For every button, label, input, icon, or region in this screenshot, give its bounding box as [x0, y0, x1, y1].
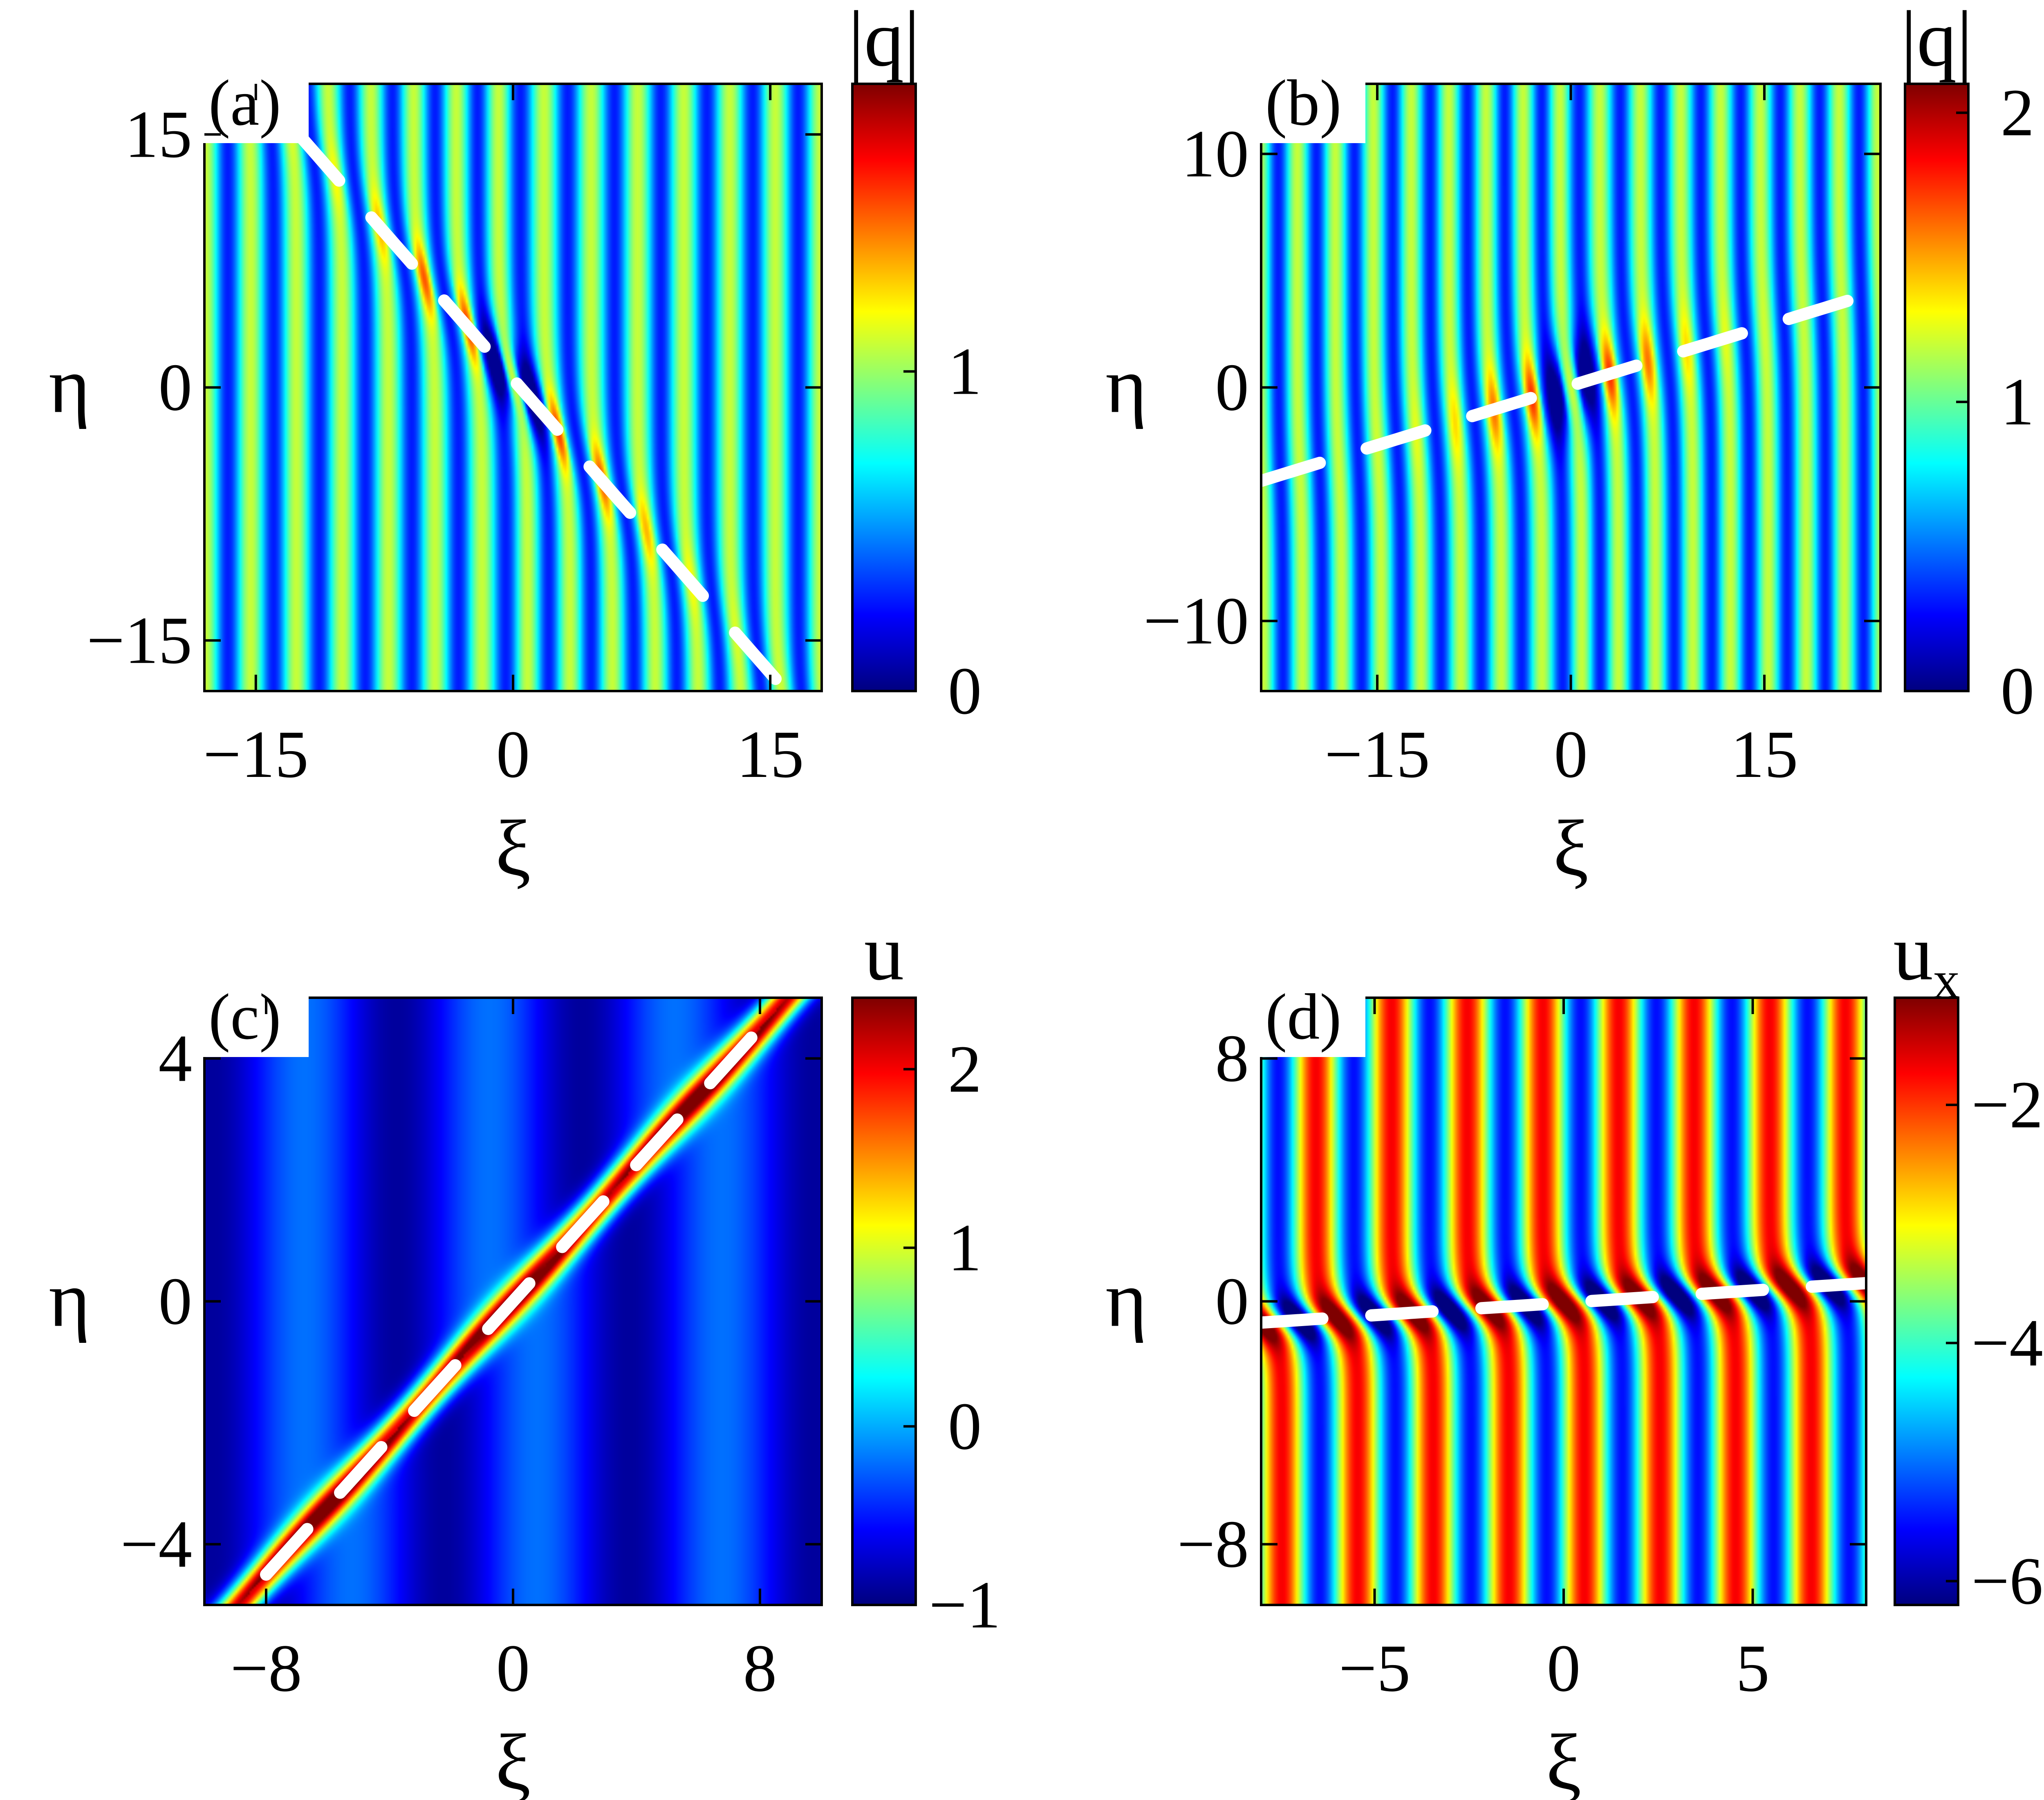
colorbar-tick-label: 2 — [2001, 75, 2035, 150]
colorbar: −1 0 1 2u — [851, 909, 1001, 1642]
colorbar-title: ux — [1893, 909, 1960, 1010]
panel-label-box — [1259, 67, 1365, 143]
heatmap-field — [1261, 998, 1866, 1605]
y-axis-label: η — [1105, 1255, 1147, 1344]
colorbar-tick-label: 2 — [948, 1032, 982, 1106]
panel-label-box — [1259, 981, 1365, 1057]
y-tick-label: 0 — [1215, 350, 1249, 425]
colorbar-title: |q| — [848, 0, 920, 83]
colorbar-gradient — [1904, 83, 1970, 692]
x-axis-label: ξ — [495, 804, 531, 893]
y-tick-label: 0 — [159, 350, 193, 425]
x-axis-label: ξ — [1546, 1718, 1582, 1800]
colorbar: 0 1 2 |q| — [1901, 0, 2035, 728]
x-tick-label: 0 — [1554, 717, 1588, 792]
x-axis-label: ξ — [1553, 804, 1589, 893]
colorbar-tick-label: 1 — [2001, 364, 2035, 439]
colorbar-tick-label: −6 — [1971, 1544, 2043, 1618]
x-tick-label: −15 — [203, 717, 309, 792]
y-tick-label: 15 — [125, 97, 192, 172]
colorbar: −6 −4 −2ux — [1893, 909, 2043, 1618]
colorbar-tick-label: 0 — [948, 653, 982, 728]
y-tick-label: 0 — [1215, 1264, 1249, 1339]
panel-label-box — [202, 981, 309, 1057]
y-tick-label: 0 — [159, 1264, 193, 1339]
colorbar-gradient — [1894, 997, 1959, 1606]
colorbar-tick-label: 0 — [2001, 653, 2035, 728]
colorbar-tick-label: −2 — [1971, 1067, 2043, 1142]
y-axis-label: η — [49, 1255, 90, 1344]
panel-c: (c) −8 0 8 −4 0 4 ξ η −1 0 1 2u — [49, 909, 1001, 1800]
colorbar-gradient — [851, 997, 917, 1606]
y-tick-label: −15 — [87, 603, 192, 678]
panel-label-box — [202, 67, 309, 143]
x-tick-label: 15 — [1730, 717, 1798, 792]
colorbar-tick-label: 0 — [948, 1389, 982, 1463]
colorbar-tick-label: −1 — [929, 1567, 1001, 1642]
x-tick-label: 5 — [1736, 1631, 1770, 1706]
panel-d: (d) −5 0 5 −8 0 8 ξ η −6 −4 −2ux — [1105, 909, 2043, 1800]
colorbar-tick-label: 1 — [948, 1210, 982, 1285]
dashed-guide-line — [292, 128, 785, 689]
x-tick-label: 15 — [737, 717, 804, 792]
colorbar-tick-label: 1 — [948, 334, 982, 408]
panel-label: (a) — [208, 66, 281, 139]
colorbar-title: u — [864, 909, 904, 997]
x-tick-label: 8 — [743, 1631, 777, 1706]
panel-label: (c) — [208, 980, 281, 1053]
y-tick-label: 4 — [159, 1021, 193, 1096]
panel-label: (b) — [1265, 66, 1342, 139]
heatmap-field — [1261, 84, 1880, 691]
x-tick-label: 0 — [496, 1631, 530, 1706]
y-tick-label: 8 — [1215, 1021, 1249, 1096]
x-tick-label: −8 — [230, 1631, 302, 1706]
x-tick-label: −15 — [1325, 717, 1430, 792]
colorbar-title-subscript: x — [1933, 951, 1960, 1010]
dashed-guide-line — [260, 1022, 766, 1581]
y-tick-label: 10 — [1181, 116, 1249, 191]
y-axis-label: η — [49, 341, 90, 430]
colorbar-title: |q| — [1901, 0, 1973, 83]
panel-label: (d) — [1265, 980, 1342, 1053]
colorbar-tick-label: −4 — [1971, 1305, 2043, 1380]
dashed-guide-line — [1255, 1277, 1872, 1329]
x-tick-label: −5 — [1339, 1631, 1411, 1706]
y-tick-label: −10 — [1143, 584, 1249, 658]
y-tick-label: −8 — [1177, 1507, 1249, 1582]
y-axis-label: η — [1105, 341, 1147, 430]
colorbar-gradient — [851, 83, 917, 692]
y-tick-label: −4 — [120, 1507, 192, 1582]
x-tick-label: 0 — [496, 717, 530, 792]
x-axis-label: ξ — [495, 1718, 531, 1800]
colorbar: 0 1 |q| — [848, 0, 982, 728]
x-tick-label: 0 — [1547, 1631, 1581, 1706]
